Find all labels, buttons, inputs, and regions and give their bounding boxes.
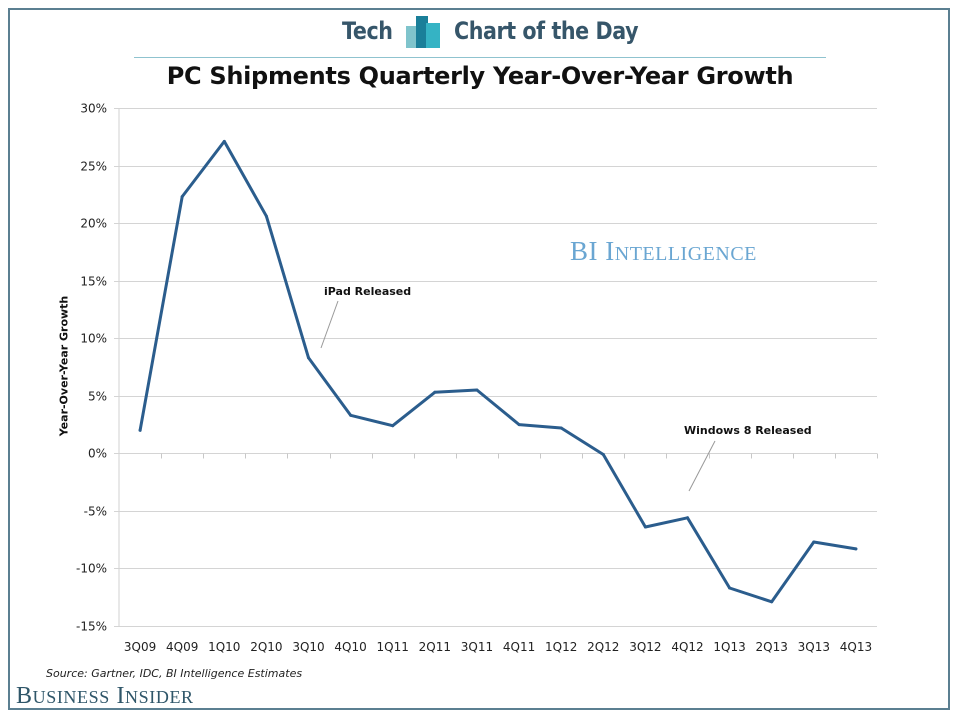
annotation-leader-windows8 xyxy=(688,440,716,492)
y-tick-label: -10% xyxy=(76,562,107,576)
y-tick-label: 15% xyxy=(80,275,107,289)
x-tick-label: 3Q12 xyxy=(629,640,661,654)
y-tick-label: 0% xyxy=(88,447,107,461)
source-note: Source: Gartner, IDC, BI Intelligence Es… xyxy=(46,667,303,680)
annotation-leaders xyxy=(320,300,716,492)
data-point xyxy=(643,525,647,529)
header-chart-of-the-day-label: Chart of the Day xyxy=(454,17,639,45)
header-rule xyxy=(134,57,826,58)
x-tick-label: 3Q13 xyxy=(798,640,830,654)
y-tick-label: -15% xyxy=(76,620,107,634)
gridlines xyxy=(114,108,878,627)
chart-frame xyxy=(8,8,950,710)
brand-i: I xyxy=(116,683,126,709)
y-tick-label: -5% xyxy=(84,505,107,519)
data-point xyxy=(517,423,521,427)
series-line xyxy=(138,139,858,604)
watermark-i: I xyxy=(605,236,615,266)
watermark-ntelligence: NTELLIGENCE xyxy=(614,243,757,265)
y-axis-title: Year-Over-Year Growth xyxy=(57,295,71,437)
data-point xyxy=(391,424,395,428)
data-point xyxy=(138,428,142,432)
x-tick-label: 2Q10 xyxy=(250,640,282,654)
x-tick-label: 2Q13 xyxy=(756,640,788,654)
y-tick-label: 25% xyxy=(80,160,107,174)
brand-b: B xyxy=(16,683,33,709)
x-tick-label: 1Q12 xyxy=(545,640,577,654)
data-point xyxy=(770,600,774,604)
y-tick-label: 30% xyxy=(80,102,107,116)
x-tick-label: 3Q10 xyxy=(292,640,324,654)
x-tick-label: 4Q12 xyxy=(671,640,703,654)
series-group xyxy=(138,139,858,604)
data-point xyxy=(812,540,816,544)
x-tick-label: 3Q11 xyxy=(461,640,493,654)
data-point xyxy=(601,453,605,456)
x-tick-label: 1Q13 xyxy=(713,640,745,654)
data-point xyxy=(686,516,689,520)
x-tick-label: 3Q09 xyxy=(124,640,156,654)
y-tick-label: 5% xyxy=(88,390,107,404)
y-tick-label: 10% xyxy=(80,332,107,346)
x-tick-label: 2Q12 xyxy=(587,640,619,654)
logo-bar-dark xyxy=(416,16,428,48)
y-tick-labels: 30% 25% 20% 15% 10% 5% 0% -5% -10% -15% xyxy=(76,102,107,634)
data-point xyxy=(433,390,437,394)
x-tick-label: 4Q11 xyxy=(503,640,535,654)
annotation-leader-ipad xyxy=(320,300,339,349)
brand-usiness: USINESS xyxy=(32,687,110,707)
x-tick-labels: 3Q09 4Q09 1Q10 2Q10 3Q10 4Q10 1Q11 2Q11 3Q11 4Q11… xyxy=(124,640,872,654)
logo-bar-mid xyxy=(426,23,440,48)
data-point xyxy=(475,388,479,392)
y-tick-label: 20% xyxy=(80,217,107,231)
bar-chart-logo-icon xyxy=(406,16,440,48)
data-point xyxy=(180,195,184,199)
business-insider-logo: BUSINESS INSIDER xyxy=(16,683,194,710)
watermark-bi: BI xyxy=(570,236,598,266)
data-point xyxy=(728,586,732,590)
header-tech-label: Tech xyxy=(342,17,393,45)
bi-intelligence-watermark: BI INTELLIGENCE xyxy=(570,236,757,267)
data-point xyxy=(854,547,858,551)
data-point xyxy=(559,426,563,430)
chart-title: PC Shipments Quarterly Year-Over-Year Gr… xyxy=(166,62,794,90)
x-tick-label: 4Q09 xyxy=(166,640,198,654)
x-tick-label: 4Q13 xyxy=(840,640,872,654)
annotation-ipad-released: iPad Released xyxy=(324,285,412,298)
x-tick-label: 2Q11 xyxy=(419,640,451,654)
data-point xyxy=(349,413,353,417)
x-tick-label: 1Q11 xyxy=(377,640,409,654)
data-point xyxy=(307,356,310,360)
brand-nsider: NSIDER xyxy=(125,687,194,707)
data-point xyxy=(222,139,226,143)
x-tick-label: 4Q10 xyxy=(334,640,366,654)
annotation-windows-8-released: Windows 8 Released xyxy=(684,424,812,437)
x-tick-label: 1Q10 xyxy=(208,640,240,654)
data-point xyxy=(264,214,268,218)
logo-bar-light xyxy=(406,26,419,48)
